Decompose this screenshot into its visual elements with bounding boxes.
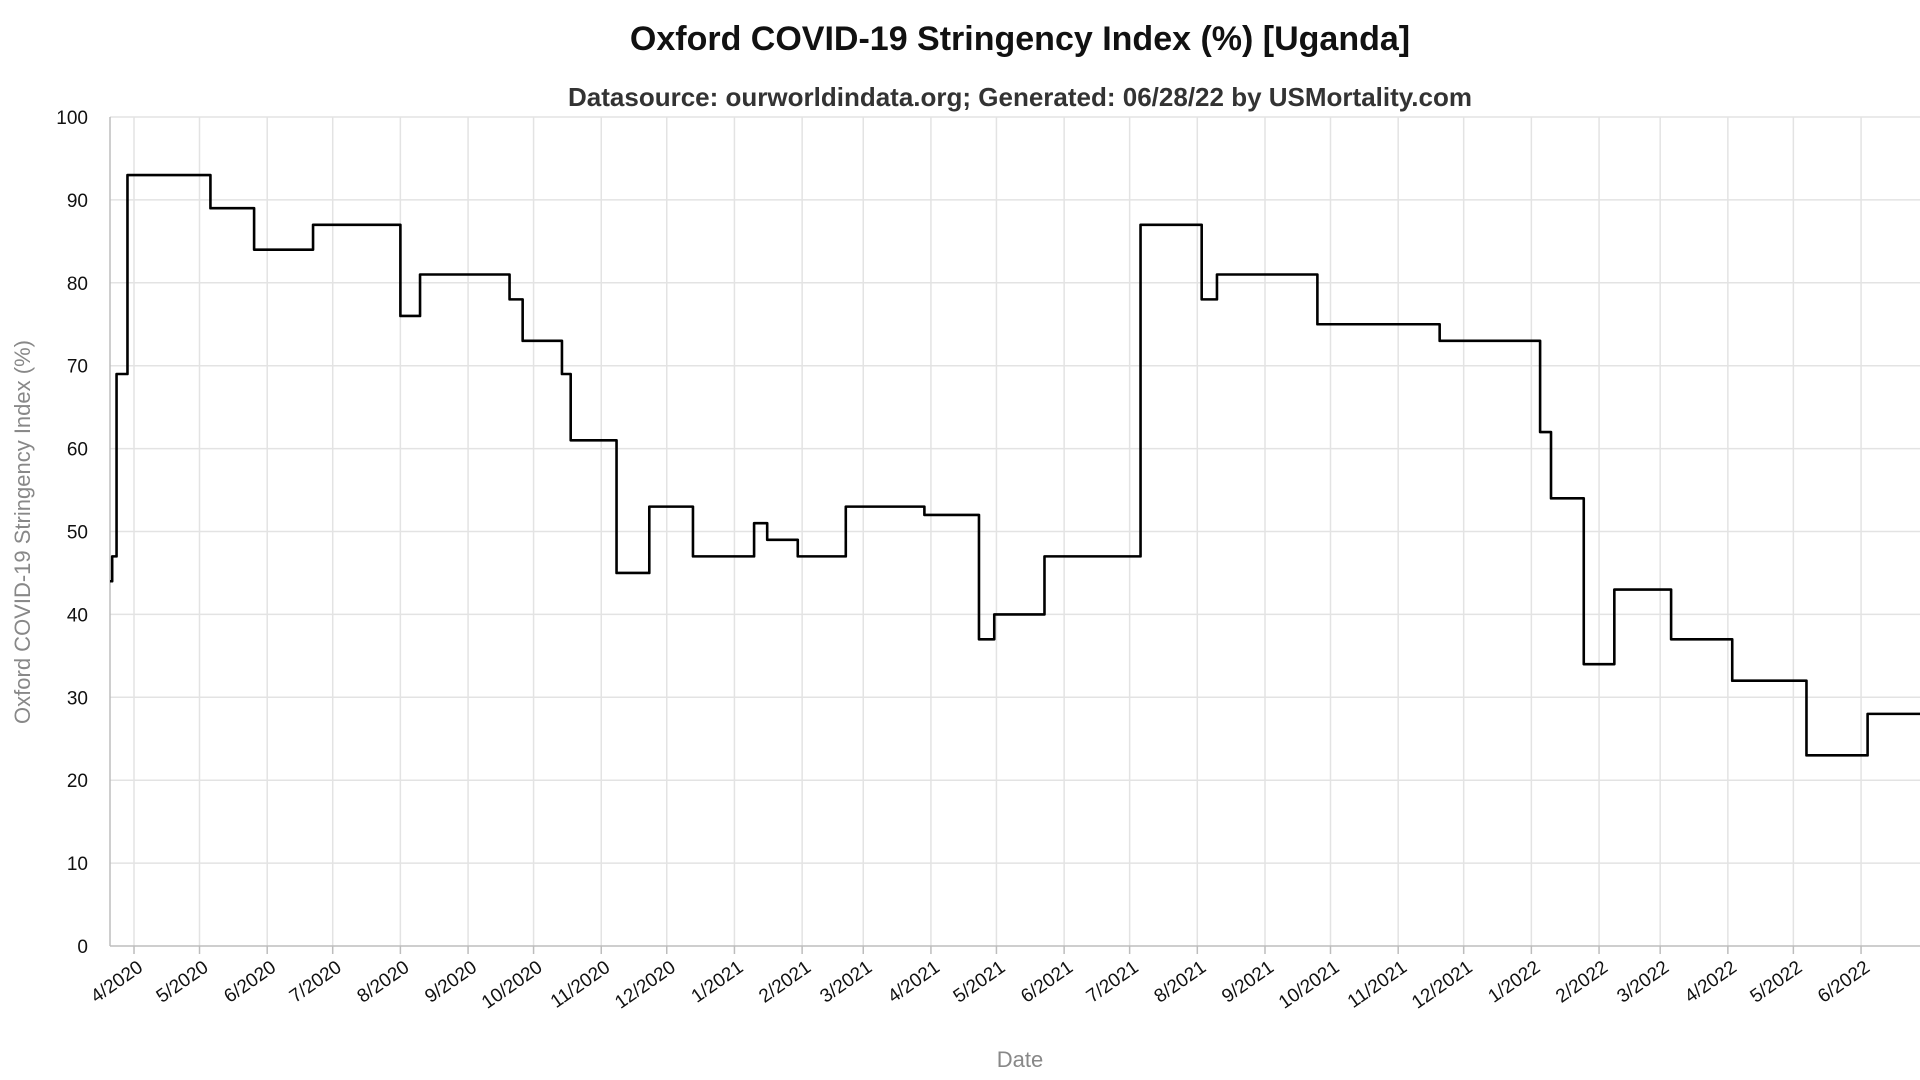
y-tick-label: 40 [67, 605, 88, 626]
y-tick-label: 0 [77, 937, 88, 958]
x-tick-label: 5/2021 [950, 957, 1010, 1008]
x-tick-label: 12/2020 [611, 957, 679, 1014]
x-tick-label: 4/2020 [87, 957, 147, 1008]
x-tick-label: 4/2021 [884, 957, 944, 1008]
x-tick-label: 1/2022 [1485, 957, 1545, 1008]
x-tick-label: 6/2022 [1814, 957, 1874, 1008]
x-tick-label: 6/2021 [1017, 957, 1077, 1008]
x-tick-label: 4/2022 [1681, 957, 1741, 1008]
x-tick-label: 3/2021 [816, 957, 876, 1008]
y-tick-label: 80 [67, 274, 88, 295]
grid-lines [110, 116, 1920, 946]
y-tick-label: 50 [67, 523, 88, 544]
x-tick-label: 5/2020 [153, 957, 213, 1008]
x-tick-label: 3/2022 [1613, 957, 1673, 1008]
x-tick-label: 6/2020 [220, 957, 280, 1008]
x-tick-label: 7/2020 [286, 957, 346, 1008]
series-layer [110, 173, 1920, 757]
x-tick-label: 10/2021 [1275, 957, 1343, 1014]
chart-title: Oxford COVID-19 Stringency Index (%) [Ug… [630, 20, 1410, 58]
axes [109, 117, 1920, 947]
x-tick-label: 12/2021 [1408, 957, 1476, 1014]
y-tick-label: 30 [67, 688, 88, 709]
x-tick-label: 5/2022 [1747, 957, 1807, 1008]
stringency-index-line [110, 173, 1920, 757]
x-tick-label: 9/2020 [421, 957, 481, 1008]
x-tick-label: 10/2020 [478, 957, 546, 1014]
x-tick-label: 1/2021 [688, 957, 748, 1008]
x-tick-label: 9/2021 [1218, 957, 1278, 1008]
y-tick-label: 60 [67, 440, 88, 461]
y-tick-label: 20 [67, 771, 88, 792]
x-tick-label: 8/2020 [354, 957, 414, 1008]
y-tick-label: 10 [67, 854, 88, 875]
x-axis-title: Date [997, 1047, 1043, 1072]
x-tick-label: 2/2022 [1552, 957, 1612, 1008]
chart-subtitle: Datasource: ourworldindata.org; Generate… [568, 82, 1472, 112]
y-axis-title: Oxford COVID-19 Stringency Index (%) [10, 340, 35, 724]
y-tick-label: 100 [56, 108, 88, 129]
x-tick-label: 11/2021 [1344, 957, 1411, 1013]
y-tick-label: 90 [67, 191, 88, 212]
x-tick-label: 11/2020 [547, 957, 614, 1013]
x-tick-label: 7/2021 [1083, 957, 1143, 1008]
x-axis-ticks: 4/2020 5/2020 6/2020 7/2020 8/2020 9/202010/2… [87, 946, 1874, 1013]
y-axis-ticks: 0 10 20 30 40 50 60 70 80 90 100 [56, 108, 88, 958]
x-tick-label: 8/2021 [1151, 957, 1211, 1008]
x-tick-label: 2/2021 [755, 957, 815, 1008]
y-tick-label: 70 [67, 357, 88, 378]
